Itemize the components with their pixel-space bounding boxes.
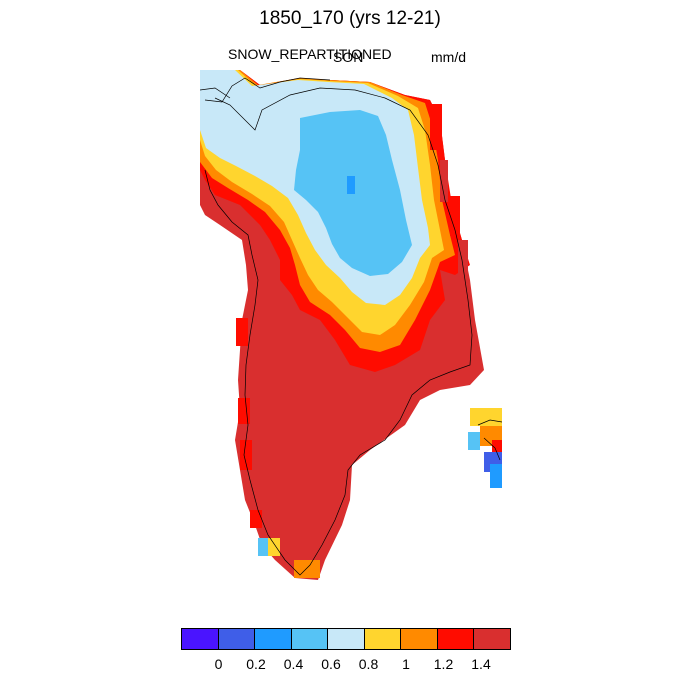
colorbar-swatch xyxy=(473,628,511,650)
west-red-pixel-2 xyxy=(240,440,252,470)
variable-label: SNOW_REPARTITIONED xyxy=(228,46,392,62)
island-lightblue xyxy=(468,432,480,450)
map-title: 1850_170 (yrs 12-21) xyxy=(259,8,441,29)
colorbar-swatch xyxy=(254,628,292,650)
colorbar-swatch xyxy=(363,628,401,650)
coastline-north xyxy=(200,77,331,103)
east-dark-strip-2 xyxy=(458,240,468,280)
colorbar-labels: 0 0.2 0.4 0.6 0.8 1 1.2 1.4 xyxy=(181,656,521,674)
island-yellow xyxy=(470,408,502,426)
west-red-pixel-3 xyxy=(236,318,248,346)
colorbar-label: 0.4 xyxy=(283,656,304,672)
colorbar-label: 1 xyxy=(402,656,410,672)
south-orange-pixel xyxy=(294,560,320,578)
colorbar-swatch xyxy=(290,628,328,650)
island-blue xyxy=(490,464,502,488)
east-dark-strip-1 xyxy=(440,160,448,202)
colorbar-swatch xyxy=(327,628,365,650)
coastline-island xyxy=(477,419,502,461)
east-red-strip-2 xyxy=(450,196,460,236)
season-label: SON xyxy=(333,49,364,65)
coastline-greenland xyxy=(204,87,473,576)
colorbar-swatch xyxy=(400,628,438,650)
south-red-pixel xyxy=(250,510,262,528)
colorbar xyxy=(181,628,511,650)
colorbar-label: 1.4 xyxy=(471,656,491,672)
east-red-strip-1 xyxy=(430,104,442,150)
colorbar-swatch xyxy=(181,628,219,650)
field-blue-pixel xyxy=(347,176,355,194)
colorbar-label: 0.6 xyxy=(321,656,341,672)
colorbar-label: 0 xyxy=(214,656,223,672)
colorbar-label: 0.8 xyxy=(358,656,379,672)
island-red xyxy=(492,440,502,456)
colorbar-swatch xyxy=(436,628,474,650)
west-red-pixel-1 xyxy=(238,398,250,424)
south-yellow-pixel xyxy=(268,538,280,556)
units-label: mm/d xyxy=(431,49,466,65)
colorbar-label: 0.2 xyxy=(246,656,266,672)
south-blue-pixel xyxy=(258,538,270,556)
colorbar-label: 1.2 xyxy=(433,656,454,672)
colorbar-swatch xyxy=(217,628,255,650)
